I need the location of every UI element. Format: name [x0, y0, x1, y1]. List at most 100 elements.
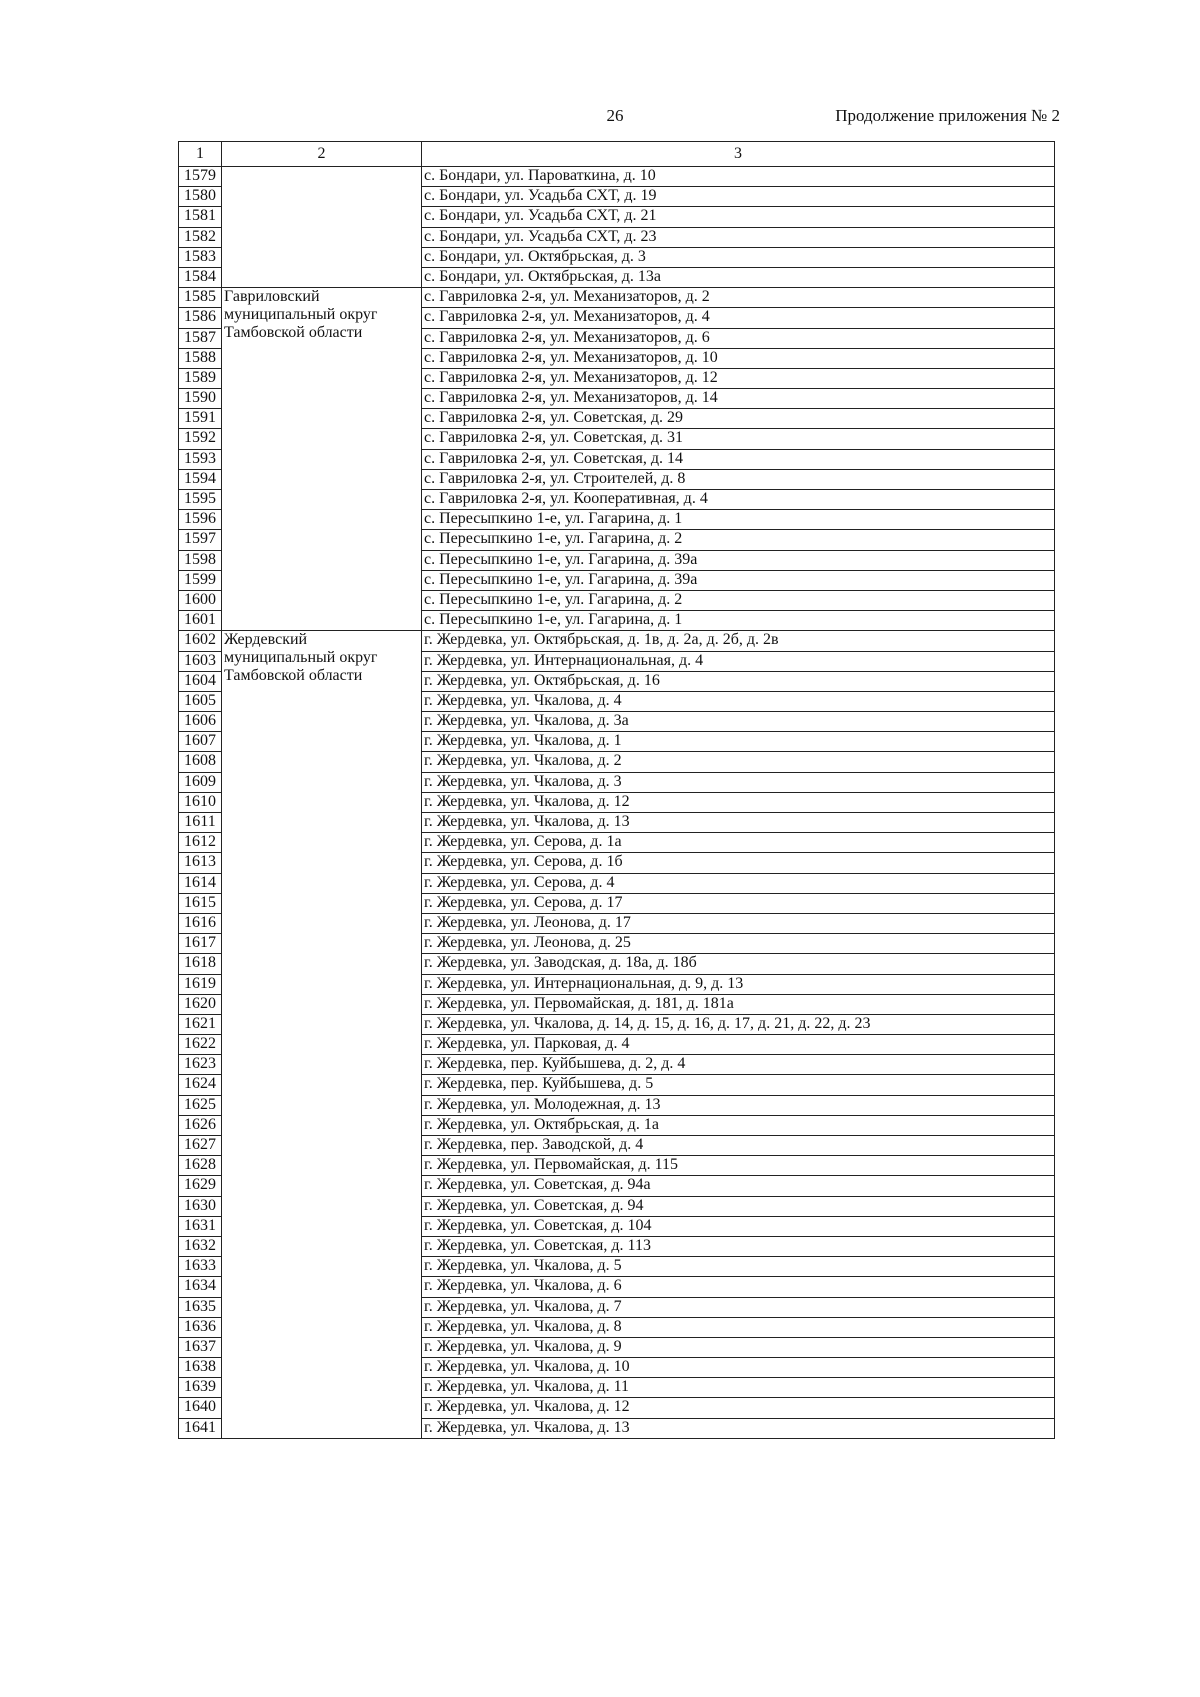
- address-cell: г. Жердевка, ул. Чкалова, д. 3а: [421, 711, 1055, 733]
- address-cell: г. Жердевка, ул. Чкалова, д. 2: [421, 751, 1055, 773]
- address-cell: г. Жердевка, ул. Парковая, д. 4: [421, 1034, 1055, 1056]
- district-cell: Жердевский муниципальный округ Тамбовской …: [221, 630, 422, 1439]
- table-row: 1641 г. Жердевка, ул. Чкалова, д. 13: [178, 1417, 1055, 1439]
- address-cell: г. Жердевка, ул. Чкалова, д. 4: [421, 690, 1055, 713]
- row-number: 1598: [178, 549, 222, 571]
- row-number: 1621: [178, 1013, 222, 1036]
- table-row: 1589 с. Гавриловка 2-я, ул. Механизаторов…: [178, 367, 1055, 390]
- address-cell: г. Жердевка, ул. Чкалова, д. 11: [421, 1377, 1055, 1399]
- address-cell: с. Пересыпкино 1-е, ул. Гагарина, д. 39а: [421, 549, 1055, 571]
- row-number: 1625: [178, 1094, 222, 1116]
- address-cell: г. Жердевка, ул. Октябрьская, д. 16: [421, 670, 1055, 692]
- row-number: 1632: [178, 1235, 222, 1258]
- table-row: 1607 г. Жердевка, ул. Чкалова, д. 1: [178, 731, 1055, 753]
- table-row: 1639 г. Жердевка, ул. Чкалова, д. 11: [178, 1377, 1055, 1399]
- district-line: Тамбовской области: [224, 324, 363, 342]
- table-row: 1627 г. Жердевка, пер. Заводской, д. 4: [178, 1134, 1055, 1157]
- row-number: 1585: [178, 287, 222, 309]
- table-row: 1584 с. Бондари, ул. Октябрьская, д. 13а: [178, 266, 1055, 289]
- address-cell: с. Гавриловка 2-я, ул. Советская, д. 14: [421, 448, 1055, 470]
- address-cell: г. Жердевка, ул. Серова, д. 4: [421, 872, 1055, 894]
- row-number: 1612: [178, 832, 222, 854]
- address-cell: с. Гавриловка 2-я, ул. Советская, д. 29: [421, 408, 1055, 430]
- table-row: 1602 Жердевский муниципальный округ Тамбовс…: [178, 630, 1055, 1439]
- row-number: 1604: [178, 670, 222, 692]
- row-number: 1586: [178, 307, 222, 329]
- table-row: 1588 с. Гавриловка 2-я, ул. Механизаторов…: [178, 347, 1055, 369]
- address-cell: г. Жердевка, ул. Чкалова, д. 8: [421, 1316, 1055, 1338]
- address-cell: г. Жердевка, пер. Куйбышева, д. 5: [421, 1074, 1055, 1096]
- address-cell: с. Бондари, ул. Пароваткина, д. 10: [421, 165, 1055, 188]
- address-cell: г. Жердевка, ул. Чкалова, д. 12: [421, 1397, 1055, 1419]
- address-cell: с. Бондари, ул. Октябрьская, д. 3: [421, 246, 1055, 268]
- row-number: 1595: [178, 488, 222, 511]
- row-number: 1596: [178, 509, 222, 531]
- table-row: 1591 с. Гавриловка 2-я, ул. Советская, д.…: [178, 408, 1055, 430]
- address-cell: г. Жердевка, ул. Чкалова, д. 5: [421, 1256, 1055, 1278]
- row-number: 1629: [178, 1175, 222, 1197]
- address-table: 1 2 3 1579 с. Бондари, ул. Пароваткина, д…: [178, 141, 1055, 1439]
- table-row: 1606 г. Жердевка, ул. Чкалова, д. 3а: [178, 711, 1055, 733]
- row-number: 1582: [178, 226, 222, 248]
- row-number: 1639: [178, 1377, 222, 1399]
- row-number: 1622: [178, 1034, 222, 1056]
- column-header-2: 2: [221, 141, 422, 167]
- row-number: 1641: [178, 1417, 222, 1439]
- row-number: 1633: [178, 1256, 222, 1278]
- table-row: 1581 с. Бондари, ул. Усадьба СХТ, д. 21: [178, 206, 1055, 228]
- row-number: 1594: [178, 468, 222, 491]
- address-cell: г. Жердевка, ул. Чкалова, д. 6: [421, 1276, 1055, 1298]
- row-number: 1583: [178, 246, 222, 268]
- table-row: 1611 г. Жердевка, ул. Чкалова, д. 13: [178, 811, 1055, 834]
- row-number: 1615: [178, 892, 222, 914]
- district-line: Жердевский: [224, 631, 308, 649]
- address-cell: г. Жердевка, пер. Куйбышева, д. 2, д. 4: [421, 1054, 1055, 1076]
- district-cell: Гавриловский муниципальный округ Тамбовско…: [221, 287, 422, 632]
- table-row: 1625 г. Жердевка, ул. Молодежная, д. 13: [178, 1094, 1055, 1116]
- row-number: 1614: [178, 872, 222, 894]
- row-number: 1627: [178, 1134, 222, 1157]
- address-cell: с. Пересыпкино 1-е, ул. Гагарина, д. 2: [421, 529, 1055, 551]
- row-number: 1603: [178, 650, 222, 672]
- column-header-row: 1 2 3: [178, 141, 1055, 167]
- row-number: 1624: [178, 1074, 222, 1096]
- table-row: 1633 г. Жердевка, ул. Чкалова, д. 5: [178, 1256, 1055, 1278]
- district-line: Гавриловский: [224, 288, 320, 306]
- table-row: 1590 с. Гавриловка 2-я, ул. Механизаторов…: [178, 388, 1055, 410]
- table-row: 1597 с. Пересыпкино 1-е, ул. Гагарина, д.…: [178, 529, 1055, 551]
- row-number: 1623: [178, 1054, 222, 1076]
- address-cell: г. Жердевка, ул. Интернациональная, д. 4: [421, 650, 1055, 672]
- page-number: 26: [606, 106, 624, 125]
- row-number: 1581: [178, 206, 222, 228]
- continuation-caption: Продолжение приложения № 2: [835, 106, 1060, 125]
- table-row: 1605 г. Жердевка, ул. Чкалова, д. 4: [178, 690, 1055, 713]
- row-number: 1637: [178, 1336, 222, 1359]
- row-number: 1593: [178, 448, 222, 470]
- row-number: 1628: [178, 1155, 222, 1177]
- row-number: 1602: [178, 630, 222, 652]
- row-number: 1592: [178, 428, 222, 450]
- address-cell: с. Бондари, ул. Октябрьская, д. 13а: [421, 266, 1055, 289]
- table-row: 1636 г. Жердевка, ул. Чкалова, д. 8: [178, 1316, 1055, 1338]
- row-number: 1610: [178, 791, 222, 814]
- address-cell: с. Гавриловка 2-я, ул. Механизаторов, д.…: [421, 347, 1055, 369]
- row-number: 1631: [178, 1215, 222, 1237]
- table-row: 1598 с. Пересыпкино 1-е, ул. Гагарина, д.…: [178, 549, 1055, 571]
- address-cell: г. Жердевка, ул. Чкалова, д. 10: [421, 1357, 1055, 1379]
- row-number: 1587: [178, 327, 222, 349]
- table-row: 1619 г. Жердевка, ул. Интернациональная, …: [178, 973, 1055, 995]
- row-number: 1599: [178, 569, 222, 591]
- address-cell: г. Жердевка, ул. Первомайская, д. 115: [421, 1155, 1055, 1177]
- row-number: 1608: [178, 751, 222, 773]
- address-cell: с. Пересыпкино 1-е, ул. Гагарина, д. 1: [421, 509, 1055, 531]
- column-header-1: 1: [178, 141, 222, 167]
- row-number: 1584: [178, 266, 222, 289]
- address-cell: г. Жердевка, ул. Советская, д. 113: [421, 1235, 1055, 1258]
- address-cell: г. Жердевка, ул. Леонова, д. 17: [421, 912, 1055, 935]
- address-cell: г. Жердевка, ул. Чкалова, д. 3: [421, 771, 1055, 793]
- row-number: 1613: [178, 852, 222, 874]
- row-number: 1605: [178, 690, 222, 713]
- row-number: 1634: [178, 1276, 222, 1298]
- row-number: 1616: [178, 912, 222, 935]
- table-row: 1617 г. Жердевка, ул. Леонова, д. 25: [178, 933, 1055, 955]
